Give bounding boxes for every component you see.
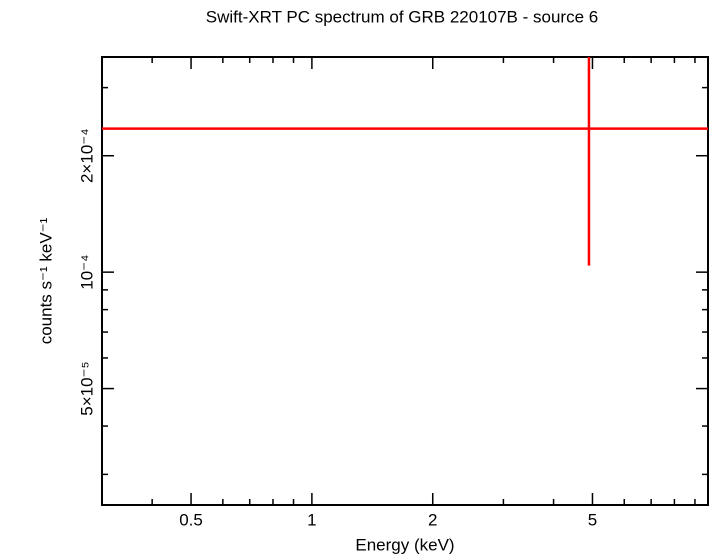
plot-area [102,57,708,266]
x-tick-label: 2 [428,510,437,529]
plot-frame [101,56,709,506]
y-axis-title: counts s⁻¹ keV⁻¹ [36,217,55,344]
x-tick-label: 0.5 [179,510,203,529]
x-axis-title: Energy (keV) [355,535,454,554]
y-tick-label: 10⁻⁴ [77,255,96,290]
x-tick-label: 5 [588,510,597,529]
x-tick-label: 1 [307,510,316,529]
chart-title: Swift-XRT PC spectrum of GRB 220107B - s… [206,7,598,26]
y-tick-label: 2×10⁻⁴ [77,128,96,183]
y-tick-label: 5×10⁻⁵ [77,361,96,415]
